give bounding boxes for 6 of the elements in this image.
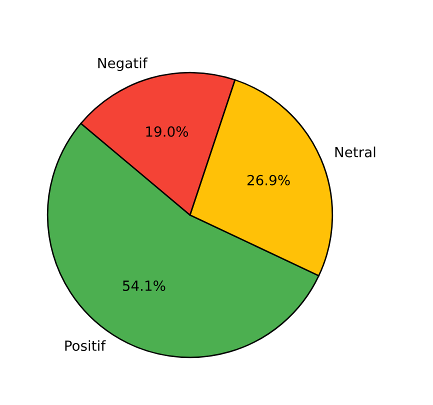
slice-label: Netral <box>335 146 376 158</box>
data-label: 19.0% <box>146 126 188 137</box>
slice-label: Positif <box>65 340 106 351</box>
data-label: 26.9% <box>248 174 290 186</box>
data-label: 54.1% <box>122 280 166 291</box>
slice-label: Negatif <box>98 58 148 71</box>
